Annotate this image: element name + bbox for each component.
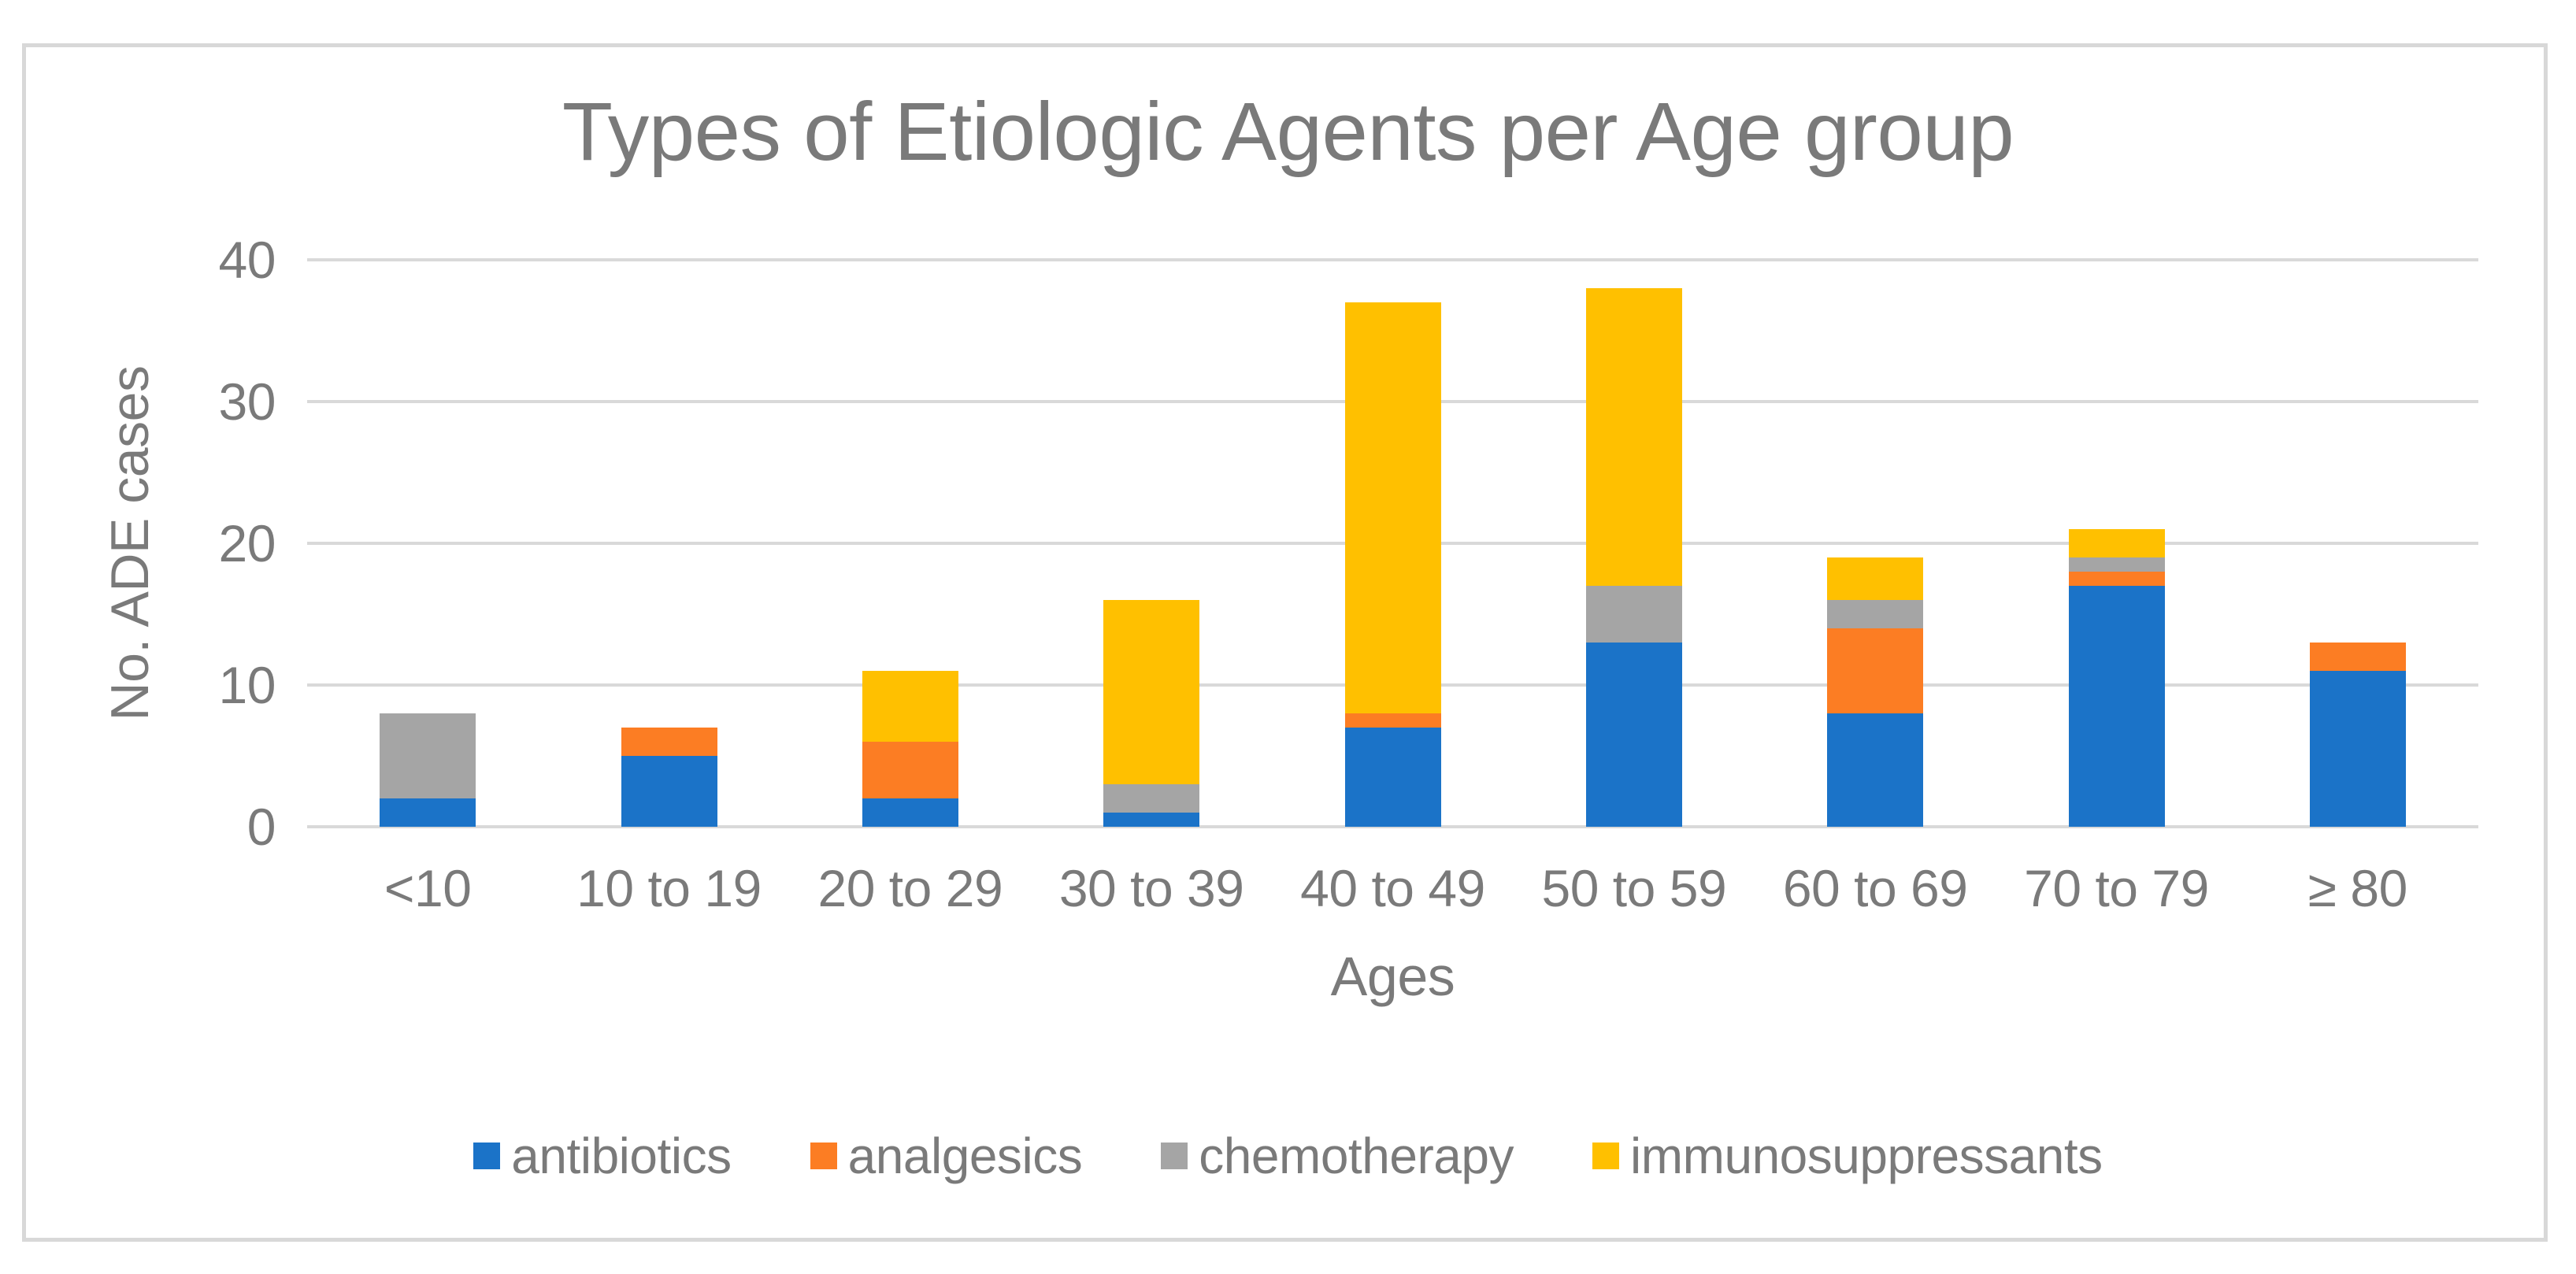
bar-segment-chemotherapy <box>1585 586 1682 643</box>
bar-segment-analgesics <box>1344 713 1441 728</box>
legend-swatch-icon <box>1592 1143 1620 1169</box>
y-tick-label: 10 <box>218 656 276 714</box>
bar-segment-antibiotics <box>2068 586 2165 827</box>
y-tick-label: 20 <box>218 514 276 572</box>
x-category-label: 70 to 79 <box>2024 859 2209 917</box>
bar-segment-antibiotics <box>380 798 476 827</box>
bar-segment-antibiotics <box>2309 671 2406 827</box>
bar-segment-chemotherapy <box>2068 557 2165 572</box>
bar-segment-chemotherapy <box>1103 784 1200 813</box>
y-tick-label: 0 <box>246 798 276 856</box>
legend-label: immunosuppressants <box>1630 1128 2103 1184</box>
bar-segment-antibiotics <box>1103 813 1200 827</box>
bar-segment-chemotherapy <box>380 713 476 798</box>
bar-segment-antibiotics <box>1585 643 1682 827</box>
y-tick-label: 40 <box>218 231 276 289</box>
legend-label: analgesics <box>847 1128 1083 1184</box>
bar-segment-analgesics <box>1827 628 1924 713</box>
bar-segment-immunosuppressants <box>1103 600 1200 784</box>
legend: antibiotics analgesics chemotherapy immunos… <box>0 1117 2576 1195</box>
legend-item-analgesics: analgesics <box>810 1131 1083 1181</box>
bar-segment-chemotherapy <box>1827 600 1924 628</box>
bar-segment-analgesics <box>2068 572 2165 586</box>
gridline-40 <box>307 258 2478 261</box>
chart-title: Types of Etiologic Agents per Age group <box>562 86 2014 178</box>
bar-segment-immunosuppressants <box>862 671 958 742</box>
legend-swatch-icon <box>810 1143 837 1169</box>
y-tick-label: 30 <box>218 372 276 431</box>
x-category-label: ≥ 80 <box>2307 859 2408 917</box>
x-category-label: 30 to 39 <box>1058 859 1244 917</box>
bar-segment-immunosuppressants <box>1585 288 1682 586</box>
x-category-label: 10 to 19 <box>576 859 762 917</box>
x-category-label: 60 to 69 <box>1782 859 1968 917</box>
bar-segment-immunosuppressants <box>1344 302 1441 713</box>
legend-label: antibiotics <box>511 1128 732 1184</box>
bar-segment-antibiotics <box>862 798 958 827</box>
bar-segment-immunosuppressants <box>1827 557 1924 600</box>
y-axis-title: No. ADE cases <box>100 365 160 721</box>
x-category-label: 20 to 29 <box>817 859 1003 917</box>
legend-label: chemotherapy <box>1199 1128 1514 1184</box>
x-category-label: 50 to 59 <box>1541 859 1727 917</box>
legend-swatch-icon <box>473 1143 501 1169</box>
x-category-label: <10 <box>384 859 472 917</box>
bar-segment-antibiotics <box>1344 728 1441 827</box>
plot-area <box>307 258 2478 828</box>
bar-segment-immunosuppressants <box>2068 529 2165 557</box>
bar-segment-analgesics <box>2309 643 2406 671</box>
legend-swatch-icon <box>1161 1143 1188 1169</box>
legend-item-antibiotics: antibiotics <box>473 1128 732 1184</box>
bar-segment-analgesics <box>621 728 717 756</box>
bar-segment-antibiotics <box>1827 713 1924 827</box>
x-category-label: 40 to 49 <box>1300 859 1485 917</box>
bar-segment-antibiotics <box>621 756 717 827</box>
gridline-0 <box>307 825 2478 828</box>
bar-segment-analgesics <box>862 742 958 798</box>
legend-item-immunosuppressants: immunosuppressants <box>1592 1131 2103 1181</box>
legend-item-chemotherapy: chemotherapy <box>1161 1131 1514 1181</box>
x-axis-title: Ages <box>1330 946 1455 1007</box>
